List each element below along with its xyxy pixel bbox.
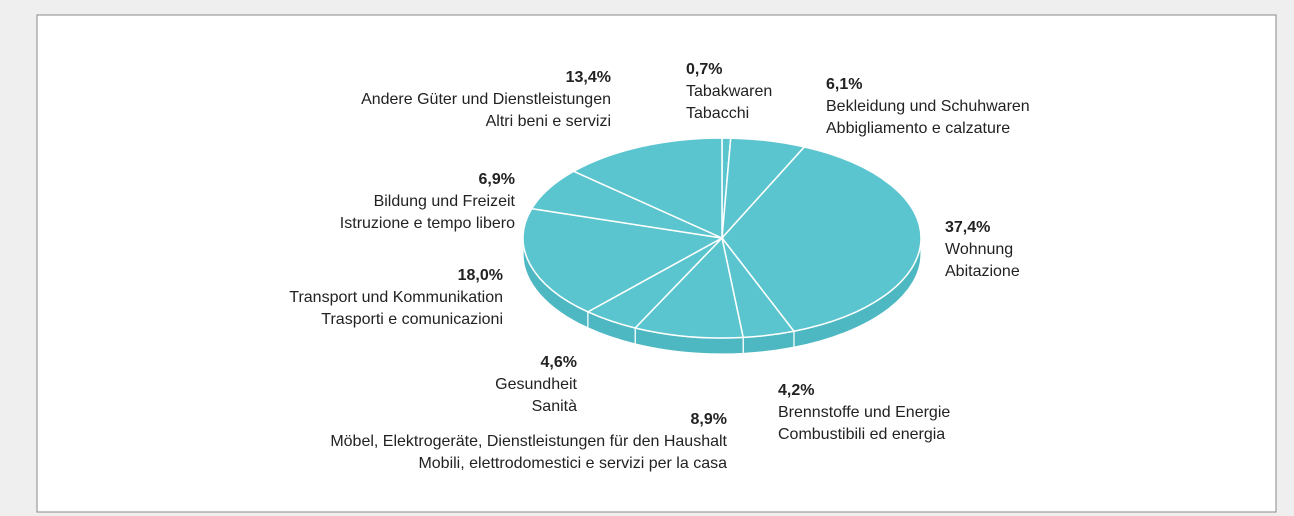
subcategory-label: Trasporti e comunicazioni bbox=[321, 311, 503, 328]
category-label: Transport und Kommunikation bbox=[289, 289, 503, 306]
subcategory-label: Abitazione bbox=[945, 263, 1020, 280]
subcategory-label: Istruzione e tempo libero bbox=[340, 215, 515, 232]
category-label: Andere Güter und Dienstleistungen bbox=[361, 91, 611, 108]
subcategory-label: Abbigliamento e calzature bbox=[826, 120, 1010, 137]
value-label: 13,4% bbox=[566, 69, 611, 86]
value-label: 4,2% bbox=[778, 382, 814, 399]
value-label: 18,0% bbox=[458, 267, 503, 284]
category-label: Möbel, Elektrogeräte, Dienstleistungen f… bbox=[330, 433, 727, 450]
value-label: 4,6% bbox=[541, 354, 577, 371]
slice bbox=[633, 236, 745, 339]
category-label: Brennstoffe und Energie bbox=[778, 404, 950, 421]
value-label: 37,4% bbox=[945, 219, 990, 236]
category-label: Bekleidung und Schuhwaren bbox=[826, 98, 1030, 115]
subcategory-label: Sanità bbox=[532, 398, 577, 415]
value-label: 6,1% bbox=[826, 76, 862, 93]
slice bbox=[522, 207, 725, 313]
slice bbox=[572, 137, 723, 240]
value-label: 6,9% bbox=[479, 171, 515, 188]
slice bbox=[721, 146, 922, 333]
subcategory-label: Mobili, elettrodomestici e servizi per l… bbox=[418, 455, 727, 472]
subcategory-label: Altri beni e servizi bbox=[486, 113, 611, 130]
value-label: 8,9% bbox=[691, 411, 727, 428]
category-label: Gesundheit bbox=[495, 376, 577, 393]
value-label: 0,7% bbox=[686, 61, 722, 78]
category-label: Bildung und Freizeit bbox=[374, 193, 516, 210]
subcategory-label: Tabacchi bbox=[686, 105, 749, 122]
subcategory-label: Combustibili ed energia bbox=[778, 426, 945, 443]
category-label: Tabakwaren bbox=[686, 83, 772, 100]
category-label: Wohnung bbox=[945, 241, 1013, 258]
